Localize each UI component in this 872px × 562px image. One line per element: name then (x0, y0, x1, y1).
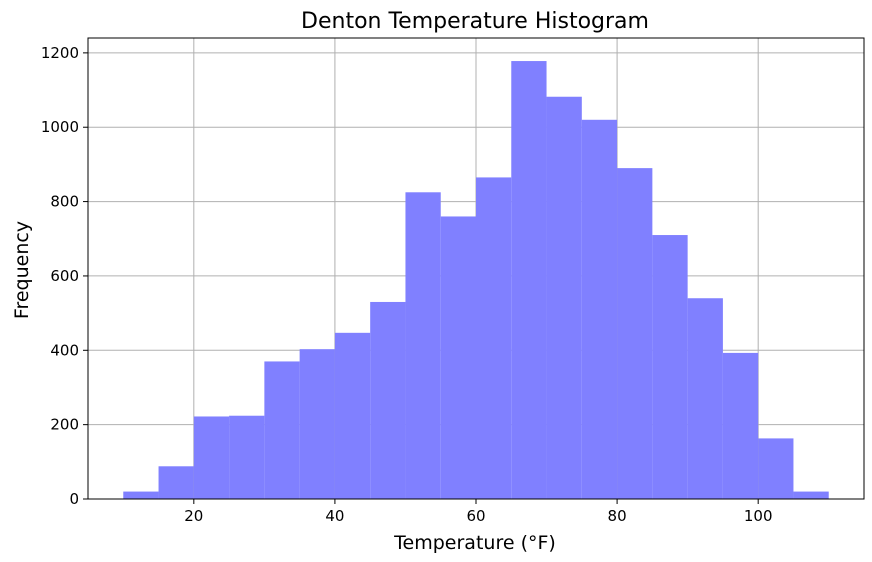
x-tick-label: 80 (608, 507, 627, 525)
histogram-bar (793, 491, 829, 499)
x-tick-label: 100 (744, 507, 773, 525)
y-tick-label: 1000 (41, 118, 79, 136)
histogram-bar (264, 361, 300, 499)
histogram-bar (229, 415, 265, 499)
bars (123, 61, 829, 500)
histogram-bar (193, 416, 230, 499)
histogram-bar (476, 177, 512, 499)
histogram-bar (511, 61, 547, 500)
histogram-bar (370, 301, 406, 499)
y-tick-label: 800 (50, 193, 79, 211)
y-tick-label: 600 (50, 267, 79, 285)
histogram-bar (299, 349, 335, 499)
histogram-bar (617, 168, 653, 499)
y-axis-label: Frequency (11, 221, 33, 319)
chart-title: Denton Temperature Histogram (301, 9, 649, 34)
y-tick-label: 400 (50, 341, 79, 359)
histogram-bar (334, 332, 371, 499)
histogram-bar (440, 216, 476, 500)
histogram-bar (158, 466, 194, 499)
y-tick-label: 1200 (41, 44, 79, 62)
y-tick-label: 200 (50, 416, 79, 434)
x-tick-label: 60 (466, 507, 485, 525)
histogram-bar (123, 491, 159, 499)
x-tick-label: 20 (184, 507, 203, 525)
histogram-bar (722, 352, 759, 499)
histogram-bar (652, 235, 688, 499)
histogram-bar (758, 438, 794, 499)
x-tick-label: 40 (325, 507, 344, 525)
histogram-bar (405, 192, 441, 499)
histogram-bar (581, 119, 618, 500)
histogram-bar (687, 298, 723, 499)
x-axis-label: Temperature (°F) (393, 532, 556, 554)
y-tick-label: 0 (69, 490, 79, 508)
histogram-bar (546, 96, 582, 499)
